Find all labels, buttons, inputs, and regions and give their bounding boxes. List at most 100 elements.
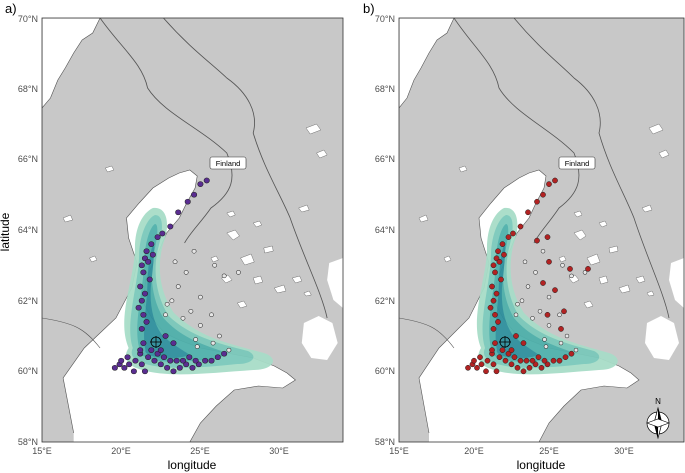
sample-points-a [111, 177, 228, 375]
unused-location-point [546, 323, 552, 328]
sample-point [186, 354, 193, 361]
sample-point [534, 237, 540, 244]
sample-point [173, 357, 180, 364]
unused-location-point [515, 301, 520, 307]
sample-point [195, 361, 202, 368]
cross-marker-b [499, 336, 511, 348]
sample-point [550, 357, 557, 364]
sample-point [487, 304, 494, 311]
sample-point [517, 223, 524, 230]
unused-location-point [569, 273, 574, 279]
ytick: 66°N [18, 154, 38, 164]
x-ticks-b: 15°E 20°E 25°E 30°E [389, 446, 634, 456]
sample-point [511, 354, 518, 361]
ytick: 70°N [375, 14, 395, 24]
sample-point [170, 368, 177, 375]
sample-point [130, 368, 137, 375]
sample-point [493, 368, 500, 375]
unused-location-point [226, 347, 232, 353]
sample-point [175, 209, 182, 216]
sample-point [534, 198, 540, 205]
sample-point [544, 311, 551, 318]
sample-point [492, 311, 498, 318]
panel-frame-a [41, 17, 344, 443]
sample-point [197, 181, 204, 187]
sample-point [477, 354, 483, 361]
sample-point [490, 297, 497, 304]
sample-point [499, 347, 506, 353]
ytick: 62°N [18, 296, 38, 306]
xtick: 25°E [539, 446, 559, 456]
sample-point [483, 368, 489, 375]
y-axis-title: latitude [0, 212, 12, 251]
unused-location-point [546, 294, 552, 300]
svg-text:Finland: Finland [565, 159, 590, 168]
unused-location-point [558, 340, 564, 346]
unused-location-point [560, 263, 565, 268]
ytick: 66°N [375, 154, 395, 164]
unused-location-point [522, 259, 528, 265]
sample-point [552, 177, 558, 184]
unused-location-point [193, 337, 199, 342]
sample-point [499, 241, 506, 247]
sample-point [145, 258, 152, 265]
unused-location-point [164, 301, 170, 307]
unused-points-a [163, 248, 241, 353]
sample-point [471, 357, 477, 364]
sample-point [502, 357, 509, 364]
unused-location-point [530, 316, 535, 321]
sample-point [492, 269, 498, 276]
sample-point [159, 230, 166, 237]
panel-frame-b [398, 17, 685, 443]
map-b[interactable] [399, 18, 684, 442]
sample-point [143, 248, 150, 255]
ytick: 60°N [18, 366, 38, 376]
sample-point [151, 357, 158, 364]
unused-points-b [513, 248, 588, 353]
unused-location-point [198, 323, 203, 328]
sample-point [170, 340, 177, 346]
sample-point [495, 248, 501, 255]
unused-location-point [564, 333, 570, 339]
ytick: 60°N [375, 366, 395, 376]
north-arrow: N [646, 397, 670, 440]
sample-point [546, 181, 552, 187]
unused-location-point [175, 284, 181, 289]
unused-location-point [194, 344, 200, 349]
sample-point [124, 354, 131, 361]
sample-point [121, 364, 128, 371]
sample-point [505, 350, 512, 357]
sample-point [540, 191, 546, 198]
sample-point [495, 319, 501, 325]
sample-point [529, 357, 536, 364]
sample-point [137, 283, 144, 290]
map-a[interactable] [42, 18, 343, 442]
unused-location-point [210, 340, 216, 346]
sample-point [157, 347, 164, 353]
sample-point [505, 234, 512, 240]
sample-point [585, 266, 591, 272]
unused-location-point [582, 270, 588, 275]
sample-point [135, 304, 142, 311]
sample-point [126, 361, 133, 368]
sample-point [544, 361, 551, 368]
unused-location-point [191, 248, 197, 254]
sample-point [492, 340, 498, 346]
y-ticks-a: 58°N 60°N 62°N 64°N 66°N 68°N 70°N [18, 14, 38, 447]
north-label: N [655, 397, 661, 406]
sample-point [520, 368, 527, 375]
sample-point [179, 357, 186, 364]
sample-point [157, 361, 164, 368]
unused-location-point [163, 312, 168, 318]
sample-point [517, 357, 524, 364]
sample-point [138, 326, 145, 332]
sample-point [478, 361, 485, 368]
sample-point [140, 311, 147, 318]
xlabel-a: longitude [168, 458, 217, 472]
sample-point [176, 364, 183, 371]
sample-point [146, 276, 153, 283]
unused-location-point [180, 316, 186, 321]
sample-point [138, 262, 145, 269]
sample-point [489, 283, 495, 290]
